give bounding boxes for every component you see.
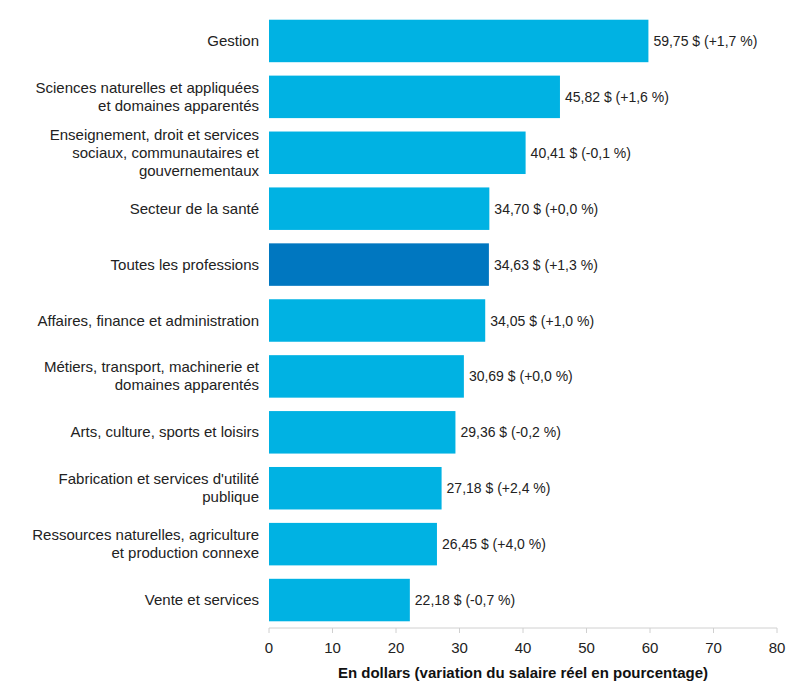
data-label: 26,45 $ (+4,0 %): [442, 536, 546, 552]
x-tick: [332, 628, 333, 633]
x-tick-label: 50: [578, 639, 595, 656]
x-tick-label: 0: [265, 639, 273, 656]
bar: [269, 243, 489, 285]
x-tick-label: 60: [642, 639, 659, 656]
data-label: 34,63 $ (+1,3 %): [494, 257, 598, 273]
category-label: Vente et services: [145, 591, 259, 608]
x-tick-label: 70: [705, 639, 722, 656]
data-label: 30,69 $ (+0,0 %): [469, 368, 573, 384]
x-tick: [459, 628, 460, 633]
category-label: Toutes les professions: [111, 256, 259, 273]
bar: [269, 523, 437, 565]
bar: [269, 355, 464, 397]
x-tick: [713, 628, 714, 633]
chart: Gestion Sciences naturelles et appliquées…: [0, 0, 800, 700]
x-tick: [269, 628, 270, 633]
x-tick: [523, 628, 524, 633]
bar: [269, 579, 410, 621]
data-label: 34,70 $ (+0,0 %): [494, 201, 598, 217]
bar: [269, 20, 648, 62]
x-axis-title: En dollars (variation du salaire réel en…: [338, 664, 708, 681]
x-tick-label: 30: [451, 639, 468, 656]
bar: [269, 467, 442, 509]
data-label: 34,05 $ (+1,0 %): [490, 313, 594, 329]
data-label: 45,82 $ (+1,6 %): [565, 89, 669, 105]
category-label: Gestion: [207, 32, 259, 49]
x-tick-label: 10: [324, 639, 341, 656]
data-label: 27,18 $ (+2,4 %): [447, 480, 551, 496]
x-tick: [396, 628, 397, 633]
category-label: Affaires, finance et administration: [37, 312, 259, 329]
data-label: 29,36 $ (-0,2 %): [460, 424, 560, 440]
bars: [269, 20, 648, 622]
x-tick-label: 40: [515, 639, 532, 656]
category-label: Secteur de la santé: [130, 200, 259, 217]
category-label: Enseignement, droit et servicessociaux, …: [50, 126, 260, 179]
bar: [269, 132, 526, 174]
data-label: 59,75 $ (+1,7 %): [653, 33, 757, 49]
data-label: 40,41 $ (-0,1 %): [531, 145, 631, 161]
bar: [269, 187, 489, 229]
category-label: Ressources naturelles, agricultureet pro…: [32, 526, 259, 561]
x-tick: [650, 628, 651, 633]
data-label: 22,18 $ (-0,7 %): [415, 592, 515, 608]
x-tick-label: 80: [769, 639, 786, 656]
bar: [269, 411, 455, 453]
x-tick-label: 20: [388, 639, 405, 656]
category-label: Métiers, transport, machinerie etdomaine…: [44, 358, 260, 393]
bar: [269, 299, 485, 341]
x-tick: [777, 628, 778, 633]
category-label: Arts, culture, sports et loisirs: [71, 423, 259, 440]
category-label: Fabrication et services d'utilitépubliqu…: [59, 470, 259, 505]
bar: [269, 76, 560, 118]
x-tick: [586, 628, 587, 633]
category-label: Sciences naturelles et appliquéeset doma…: [36, 79, 259, 114]
